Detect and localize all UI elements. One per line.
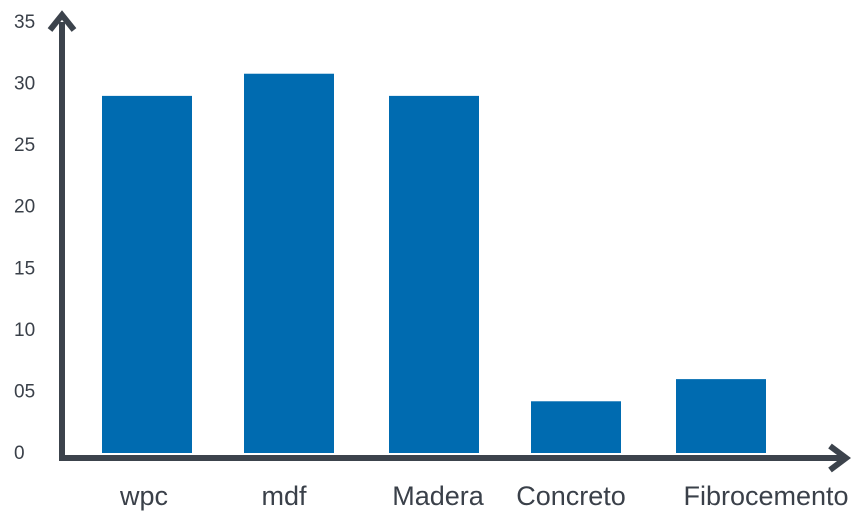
y-tick-label: 0 <box>14 443 25 464</box>
bar-madera <box>389 95 479 453</box>
y-tick-label: 35 <box>14 12 35 33</box>
y-tick-label: 15 <box>14 258 35 279</box>
y-axis-arrow-icon <box>47 10 77 32</box>
x-category-label: Concreto <box>516 481 626 511</box>
y-tick-label: 05 <box>14 381 35 402</box>
x-category-label: mdf <box>261 481 307 511</box>
y-tick-labels: 0 05 10 15 20 25 30 35 <box>14 12 35 464</box>
x-axis-arrow-icon <box>828 443 851 473</box>
bar-wpc <box>102 95 192 453</box>
y-tick-label: 10 <box>14 320 35 341</box>
bars-group <box>102 73 766 453</box>
y-tick-label: 25 <box>14 135 35 156</box>
bar-mdf <box>244 73 334 453</box>
bar-concreto <box>531 401 621 453</box>
x-category-label: wpc <box>119 481 168 511</box>
bar-fibrocemento <box>676 379 766 453</box>
x-category-label: Fibrocemento <box>683 481 848 511</box>
y-tick-label: 20 <box>14 197 35 218</box>
axes <box>47 10 851 473</box>
x-category-label: Madera <box>392 481 485 511</box>
y-tick-label: 30 <box>14 74 35 95</box>
x-category-labels: wpc mdf Madera Concreto Fibrocemento <box>119 481 849 511</box>
